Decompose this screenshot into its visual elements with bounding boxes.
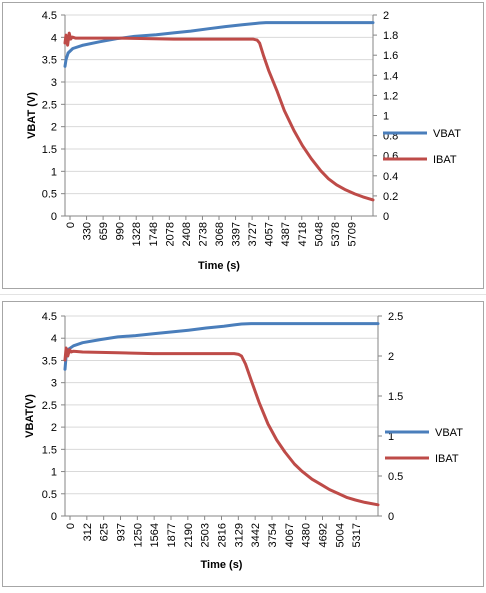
y2-tick-label: 1.5: [388, 391, 403, 403]
x-tick-label: 4057: [264, 222, 276, 246]
x-tick-label: 4718: [297, 222, 309, 246]
chart-2-svg: 0 0.5 1 1.5 2 2.5 3 3.5 4 4.5 0 0.5 1 1.5 2 2.5 0 312 625 9…: [24, 311, 463, 571]
series-line-ibat: [63, 31, 375, 202]
y-tick-label: 3.5: [42, 355, 57, 367]
y2-tick-label: 0.5: [388, 471, 403, 483]
y-tick-label: 3.5: [42, 55, 57, 67]
y2-tick-label: 1: [388, 431, 394, 443]
legend: VBAT IBAT: [383, 128, 461, 166]
sheet-gridline: [0, 294, 486, 295]
y-tick-label: 4.5: [42, 10, 57, 22]
gridlines: 0 0.5 1 1.5 2 2.5 3 3.5 4 4.5: [42, 311, 378, 523]
x-tick-label: 0: [65, 523, 77, 529]
x-tick-label: 659: [98, 222, 110, 240]
x-tick-label: 4067: [284, 523, 296, 547]
x-tick-label: 1328: [131, 222, 143, 246]
y-tick-label: 1: [51, 166, 57, 178]
y2-tick-label: 2: [388, 351, 394, 363]
x-tick-label: 625: [99, 523, 111, 541]
x-tick-label: 3442: [250, 523, 262, 547]
y2-tick-label: 2: [383, 10, 389, 22]
y-tick-label: 1.5: [42, 144, 57, 156]
legend-label-vbat: VBAT: [433, 128, 461, 140]
y2-tick-label: 1.2: [383, 90, 398, 102]
y2-tick-label: 1.6: [383, 50, 398, 62]
y-tick-label: 0: [51, 511, 57, 523]
x-tick-label: 4387: [280, 222, 292, 246]
y-tick-label: 3: [51, 378, 57, 390]
x-tick-label: 2190: [183, 523, 195, 547]
y-tick-label: 2.5: [42, 99, 57, 111]
x-tick-label: 3068: [214, 222, 226, 246]
x-axis-title: Time (s): [198, 260, 240, 272]
x-tick-label: 5709: [346, 222, 358, 246]
x-tick-label: 4380: [301, 523, 313, 547]
x-tick-label: 3754: [267, 523, 279, 547]
legend: VBAT IBAT: [385, 427, 463, 465]
x-tick-label: 3727: [247, 222, 259, 246]
x-tick-label: 5048: [313, 222, 325, 246]
y2-tick-label: 1: [383, 111, 389, 123]
legend-label-vbat: VBAT: [435, 427, 463, 439]
y2-tick-label: 0.2: [383, 191, 398, 203]
x-tick-label: 2078: [164, 222, 176, 246]
y-tick-label: 1: [51, 467, 57, 479]
x-tick-label: 1748: [148, 222, 160, 246]
y2-tick-label: 0: [383, 211, 389, 223]
y-tick-label: 2.5: [42, 400, 57, 412]
x-tick-label: 1564: [149, 523, 161, 547]
y-tick-label: 2: [51, 422, 57, 434]
x-axis-title: Time (s): [201, 559, 243, 571]
y-tick-label: 0.5: [42, 489, 57, 501]
x-tick-label: 0: [65, 222, 77, 228]
x-tick-label: 2408: [181, 222, 193, 246]
x-tick-label: 5317: [351, 523, 363, 547]
y-tick-label: 4: [51, 32, 57, 44]
y2-tick-label: 1.8: [383, 30, 398, 42]
x-tick-label: 312: [82, 523, 94, 541]
y-tick-label: 1.5: [42, 444, 57, 456]
x-tick-label: 4692: [318, 523, 330, 547]
chart-1-svg: 00.511.522.533.544.500.20.40.60.811.21.4…: [26, 10, 461, 272]
y2-tick-label: 0.4: [383, 171, 398, 183]
y-tick-label: 4.5: [42, 311, 57, 323]
chart-panel-1[interactable]: 0 0.5 1 1.5 2 2.5 3 3.5 4 4.5 0 0.2 0.4 0.6 0.8 1 1.2 1.4…: [2, 2, 484, 289]
y2-tick-label: 0.6: [383, 151, 398, 163]
y-tick-label: 2: [51, 122, 57, 134]
gridlines: 0 0.5 1 1.5 2 2.5 3 3.5 4 4.5: [42, 10, 373, 223]
x-tick-label: 2816: [217, 523, 229, 547]
x-tick-label: 1877: [166, 523, 178, 547]
y-axis-title: VBAT (V): [26, 92, 38, 139]
y-tick-label: 0: [51, 211, 57, 223]
series-line-vbat: [63, 21, 375, 68]
x-tick-label: 3129: [233, 523, 245, 547]
x-tick-label: 937: [116, 523, 128, 541]
x-tick-label: 1250: [132, 523, 144, 547]
y2-tick-label: 1.4: [383, 70, 398, 82]
chart-panel-2[interactable]: 0 0.5 1 1.5 2 2.5 3 3.5 4 4.5 0 0.5 1 1.5 2 2.5 0 312 625 9…: [2, 301, 484, 587]
x-tick-label: 2503: [200, 523, 212, 547]
series-line-vbat: [63, 322, 380, 371]
x-tick-label: 5378: [330, 222, 342, 246]
x-tick-label: 2738: [197, 222, 209, 246]
x-tick-label: 990: [115, 222, 127, 240]
legend-label-ibat: IBAT: [433, 154, 457, 166]
x-tick-label: 5004: [334, 523, 346, 547]
x-tick-label: 330: [82, 222, 94, 240]
y2-tick-label: 2.5: [388, 311, 403, 323]
y-tick-label: 4: [51, 333, 57, 345]
y-tick-label: 0.5: [42, 189, 57, 201]
y-tick-label: 3: [51, 77, 57, 89]
series-line-ibat: [63, 346, 380, 507]
x-tick-label: 3397: [231, 222, 243, 246]
y2-tick-label: 0: [388, 511, 394, 523]
y-axis-title: VBAT(V): [24, 394, 36, 438]
legend-label-ibat: IBAT: [435, 453, 459, 465]
